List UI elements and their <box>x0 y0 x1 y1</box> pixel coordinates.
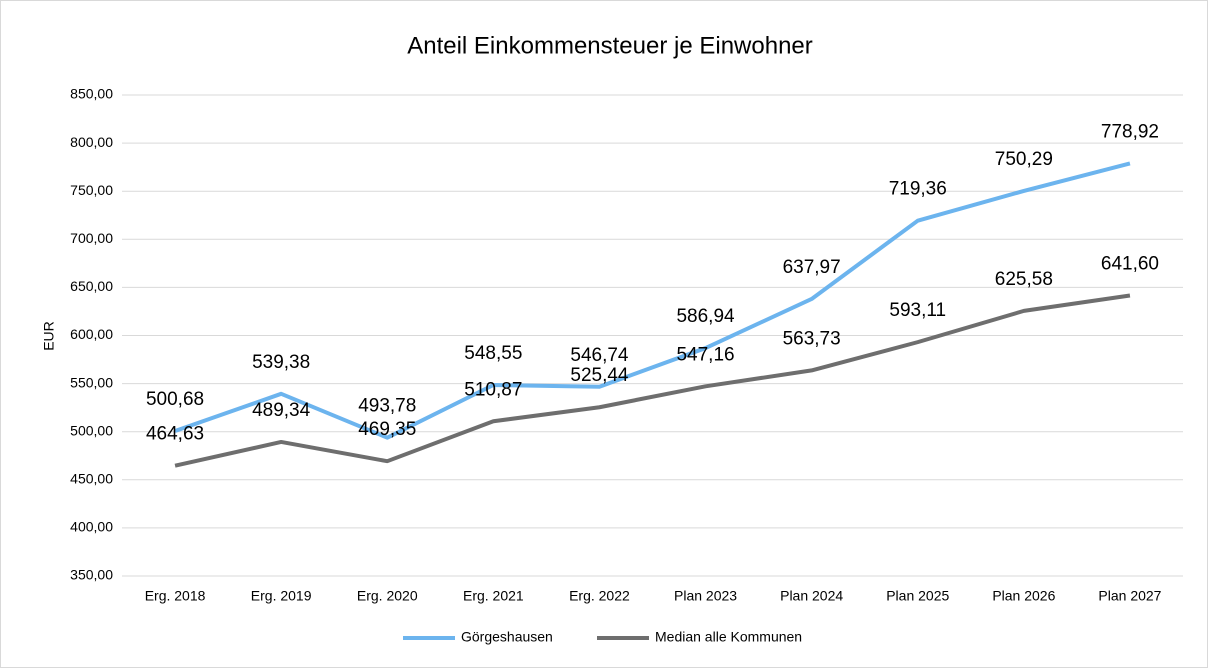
legend-label: Median alle Kommunen <box>655 629 802 645</box>
data-label: 625,58 <box>995 269 1053 290</box>
y-tick-label: 600,00 <box>70 326 113 342</box>
data-label: 778,92 <box>1101 121 1159 142</box>
data-label: 469,35 <box>358 419 416 440</box>
data-label: 641,60 <box>1101 253 1159 274</box>
data-label: 500,68 <box>146 389 204 410</box>
data-label: 489,34 <box>252 400 311 421</box>
series-line <box>174 293 1131 468</box>
data-label: 493,78 <box>358 396 416 417</box>
x-tick-label: Erg. 2018 <box>145 588 206 604</box>
legend-label: Görgeshausen <box>461 629 553 645</box>
y-tick-label: 350,00 <box>70 567 113 583</box>
data-label: 637,97 <box>783 257 841 278</box>
data-label: 547,16 <box>676 344 734 365</box>
data-label: 593,11 <box>889 300 946 321</box>
y-tick-label: 550,00 <box>70 374 113 390</box>
x-tick-label: Plan 2027 <box>1098 588 1161 604</box>
y-tick-label: 750,00 <box>70 182 113 198</box>
series-line <box>174 161 1131 440</box>
data-label: 510,87 <box>464 379 522 400</box>
x-tick-label: Erg. 2022 <box>569 588 630 604</box>
y-tick-label: 500,00 <box>70 422 113 438</box>
x-tick-label: Plan 2025 <box>886 588 949 604</box>
data-label: 548,55 <box>464 343 522 364</box>
x-tick-label: Plan 2024 <box>780 588 843 604</box>
y-tick-label: 400,00 <box>70 519 113 535</box>
data-label: 719,36 <box>889 179 947 200</box>
x-tick-label: Erg. 2019 <box>251 588 312 604</box>
y-tick-label: 700,00 <box>70 230 113 246</box>
data-label: 525,44 <box>570 365 629 386</box>
x-tick-label: Plan 2026 <box>992 588 1055 604</box>
y-tick-label: 450,00 <box>70 471 113 487</box>
x-tick-label: Erg. 2021 <box>463 588 524 604</box>
y-tick-label: 800,00 <box>70 134 113 150</box>
x-tick-label: Erg. 2020 <box>357 588 418 604</box>
y-tick-label: 650,00 <box>70 278 113 294</box>
chart-title: Anteil Einkommensteuer je Einwohner <box>407 32 813 59</box>
data-label: 464,63 <box>146 424 204 445</box>
y-tick-label: 850,00 <box>70 86 113 102</box>
data-label: 586,94 <box>676 306 735 327</box>
data-label: 539,38 <box>252 352 310 373</box>
y-axis-label: EUR <box>41 321 57 351</box>
data-label: 750,29 <box>995 149 1053 170</box>
data-label: 546,74 <box>570 345 629 366</box>
x-tick-label: Plan 2023 <box>674 588 737 604</box>
data-label: 563,73 <box>783 328 841 349</box>
